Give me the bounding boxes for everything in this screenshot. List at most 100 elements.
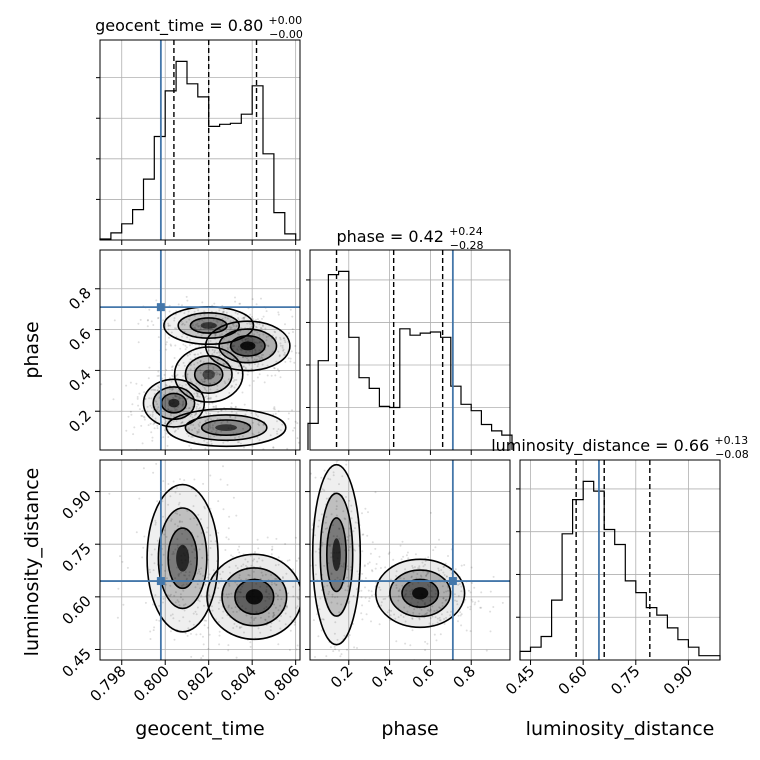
sample-point bbox=[354, 527, 356, 530]
sample-point bbox=[172, 396, 174, 399]
sample-point bbox=[200, 594, 203, 597]
sample-point bbox=[221, 321, 224, 324]
sample-point bbox=[156, 427, 159, 430]
sample-point bbox=[293, 361, 296, 364]
sample-point bbox=[156, 375, 159, 377]
sample-point bbox=[170, 409, 173, 412]
sample-point bbox=[198, 425, 201, 427]
sample-point bbox=[427, 609, 430, 612]
sample-point bbox=[125, 384, 128, 387]
sample-point bbox=[444, 599, 447, 602]
sample-point bbox=[186, 538, 189, 541]
sample-point bbox=[210, 443, 213, 445]
sample-point bbox=[254, 616, 257, 619]
sample-point bbox=[238, 576, 241, 579]
sample-point bbox=[226, 360, 229, 363]
sample-point bbox=[338, 537, 341, 540]
sample-point bbox=[209, 396, 212, 399]
sample-point bbox=[241, 356, 244, 359]
sample-point bbox=[255, 326, 258, 329]
sample-point bbox=[297, 352, 300, 355]
sample-point bbox=[395, 584, 398, 587]
sample-point bbox=[191, 551, 194, 554]
sample-point bbox=[170, 519, 173, 522]
sample-point bbox=[227, 644, 230, 647]
sample-point bbox=[210, 605, 213, 608]
sample-point bbox=[266, 364, 269, 367]
sample-point bbox=[117, 587, 120, 590]
sample-point bbox=[296, 596, 299, 599]
sample-point bbox=[374, 547, 377, 550]
sample-point bbox=[190, 399, 192, 401]
sample-point bbox=[245, 337, 248, 340]
sample-point bbox=[212, 366, 215, 369]
sample-point bbox=[234, 564, 237, 567]
sample-point bbox=[152, 629, 155, 632]
sample-point bbox=[257, 415, 259, 418]
sample-point bbox=[397, 595, 400, 598]
sample-point bbox=[184, 632, 187, 635]
sample-point bbox=[252, 570, 255, 573]
sample-point bbox=[256, 538, 259, 541]
sample-point bbox=[219, 596, 222, 599]
sample-point bbox=[151, 411, 154, 414]
sample-point bbox=[171, 613, 174, 616]
sample-point bbox=[275, 360, 278, 363]
sample-point bbox=[266, 374, 269, 377]
sample-point bbox=[439, 619, 442, 622]
sample-point bbox=[417, 567, 420, 570]
sample-point bbox=[346, 589, 349, 592]
sample-point bbox=[292, 429, 294, 432]
sample-point bbox=[325, 497, 328, 500]
sample-point bbox=[201, 301, 204, 304]
sample-point bbox=[467, 589, 470, 592]
sample-point bbox=[202, 643, 205, 646]
sample-point bbox=[175, 510, 178, 513]
sample-point bbox=[371, 594, 373, 597]
sample-point bbox=[203, 378, 206, 381]
sample-point bbox=[291, 409, 293, 412]
sample-point bbox=[100, 383, 103, 386]
sample-point bbox=[214, 432, 217, 434]
sample-point bbox=[138, 497, 141, 500]
sample-point bbox=[179, 478, 181, 481]
sample-point bbox=[332, 535, 335, 538]
sample-point bbox=[264, 590, 267, 593]
sample-point bbox=[139, 318, 142, 321]
sample-point bbox=[168, 304, 171, 307]
sample-point bbox=[234, 311, 237, 314]
sample-point bbox=[379, 567, 382, 569]
sample-point bbox=[426, 583, 429, 586]
sample-point bbox=[154, 519, 157, 522]
sample-point bbox=[319, 597, 322, 600]
sample-point bbox=[412, 571, 415, 574]
sample-point bbox=[296, 437, 299, 440]
sample-point bbox=[185, 583, 188, 586]
sample-point bbox=[209, 328, 212, 331]
sample-point bbox=[361, 618, 364, 621]
sample-point bbox=[256, 436, 259, 439]
density-contour bbox=[412, 587, 429, 600]
sample-point bbox=[167, 399, 170, 402]
sample-point bbox=[186, 299, 189, 302]
sample-point bbox=[184, 603, 187, 606]
sample-point bbox=[418, 567, 421, 570]
sample-point bbox=[347, 602, 350, 605]
sample-point bbox=[445, 590, 448, 593]
sample-point bbox=[182, 401, 185, 404]
hist-geocent-time-frame bbox=[99, 39, 301, 241]
sample-point bbox=[232, 627, 235, 629]
sample-point bbox=[248, 339, 251, 341]
sample-point bbox=[236, 332, 239, 335]
sample-point bbox=[253, 558, 256, 561]
sample-point bbox=[165, 384, 168, 387]
sample-point bbox=[444, 562, 447, 565]
sample-point bbox=[371, 570, 374, 573]
sample-point bbox=[388, 609, 391, 612]
sample-point bbox=[174, 394, 177, 397]
sample-point bbox=[196, 324, 199, 327]
sample-point bbox=[230, 384, 233, 387]
sample-point bbox=[238, 545, 241, 548]
sample-point bbox=[265, 606, 268, 608]
